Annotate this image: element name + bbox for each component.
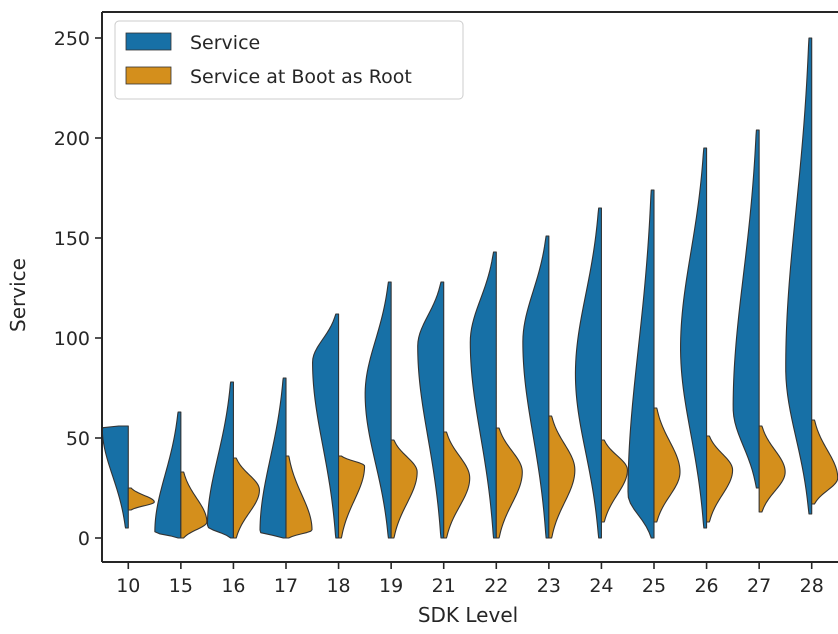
- legend-swatch-service: [126, 33, 171, 50]
- y-tick-label: 100: [54, 328, 90, 350]
- violin-service-sdk-25: [628, 190, 654, 538]
- violin-boot-root-sdk-18: [339, 456, 365, 538]
- x-tick-label: 16: [221, 575, 245, 597]
- violin-boot-root-sdk-28: [812, 420, 838, 504]
- violin-boot-root-sdk-16: [233, 458, 259, 538]
- violin-service-sdk-17: [260, 378, 286, 538]
- violin-boot-root-sdk-21: [444, 432, 470, 538]
- violin-service-sdk-28: [786, 38, 812, 514]
- violin-service-sdk-15: [155, 412, 181, 538]
- violin-service-sdk-24: [575, 208, 601, 538]
- violin-boot-root-sdk-26: [707, 436, 733, 522]
- violin-boot-root-sdk-15: [181, 472, 207, 538]
- x-tick-label: 18: [326, 575, 350, 597]
- violin-service-sdk-10: [102, 426, 128, 528]
- x-axis-label: SDK Level: [418, 603, 518, 627]
- violin-service-sdk-22: [470, 252, 496, 538]
- y-tick-label: 200: [54, 128, 90, 150]
- x-tick-label: 22: [484, 575, 508, 597]
- violin-boot-root-sdk-23: [549, 416, 575, 538]
- x-tick-label: 17: [274, 575, 298, 597]
- x-tick-label: 24: [589, 575, 613, 597]
- violin-boot-root-sdk-25: [654, 408, 680, 522]
- legend-swatch-boot-root: [126, 67, 171, 84]
- legend: Service Service at Boot as Root: [115, 21, 463, 99]
- violin-service-sdk-21: [418, 282, 444, 538]
- violin-service-sdk-26: [681, 148, 707, 528]
- x-tick-label: 10: [116, 575, 140, 597]
- y-axis-label: Service: [6, 258, 30, 332]
- violin-boot-root-sdk-19: [391, 440, 417, 538]
- x-tick-label: 27: [747, 575, 771, 597]
- x-tick-label: 21: [432, 575, 456, 597]
- violin-boot-root-sdk-17: [286, 456, 312, 538]
- violin-boot-root-sdk-27: [759, 426, 785, 512]
- legend-label-service: Service: [190, 32, 260, 54]
- y-tick-label: 150: [54, 228, 90, 250]
- x-tick-label: 26: [694, 575, 718, 597]
- violin-service-sdk-19: [365, 282, 391, 538]
- violin-boot-root-sdk-10: [128, 488, 154, 510]
- violin-service-sdk-27: [733, 130, 759, 488]
- y-tick-label: 0: [78, 528, 90, 550]
- y-tick-label: 50: [66, 428, 90, 450]
- x-tick-label: 15: [169, 575, 193, 597]
- violins-layer: [102, 38, 837, 538]
- violin-boot-root-sdk-22: [496, 428, 522, 538]
- violin-service-sdk-23: [523, 236, 549, 538]
- legend-label-boot-root: Service at Boot as Root: [190, 66, 412, 88]
- y-tick-label: 250: [54, 28, 90, 50]
- x-tick-label: 28: [800, 575, 824, 597]
- x-tick-label: 19: [379, 575, 403, 597]
- violin-service-sdk-16: [207, 382, 233, 538]
- x-tick-label: 25: [642, 575, 666, 597]
- x-tick-label: 23: [537, 575, 561, 597]
- violin-boot-root-sdk-24: [601, 440, 627, 522]
- violin-service-sdk-18: [313, 314, 339, 538]
